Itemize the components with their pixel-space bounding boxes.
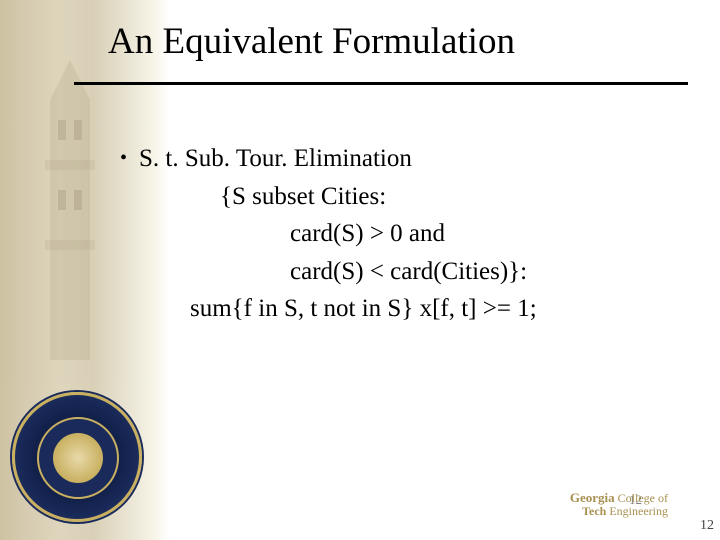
footer-engineering: Engineering xyxy=(609,504,668,518)
title-underline xyxy=(74,82,688,85)
institute-seal xyxy=(12,392,142,522)
background-tower-silhouette xyxy=(30,60,110,360)
bullet-glyph: • xyxy=(120,140,127,176)
body-line-1: S. t. Sub. Tour. Elimination xyxy=(139,140,412,178)
footer-georgia: Georgia xyxy=(570,490,615,505)
footer-logo: Georgia College of Tech Engineering xyxy=(570,491,668,518)
body-line-3: card(S) > 0 and xyxy=(120,215,537,253)
footer-tech: Tech xyxy=(582,504,606,518)
body-line-5: sum{f in S, t not in S} x[f, t] >= 1; xyxy=(120,290,537,328)
page-number-outer: 12 xyxy=(700,518,714,534)
slide-body: • S. t. Sub. Tour. Elimination {S subset… xyxy=(120,140,537,328)
slide-title: An Equivalent Formulation xyxy=(108,20,515,63)
body-line-4: card(S) < card(Cities)}: xyxy=(120,253,537,291)
footer-collegeof: College of xyxy=(618,491,668,505)
body-line-2: {S subset Cities: xyxy=(120,178,537,216)
